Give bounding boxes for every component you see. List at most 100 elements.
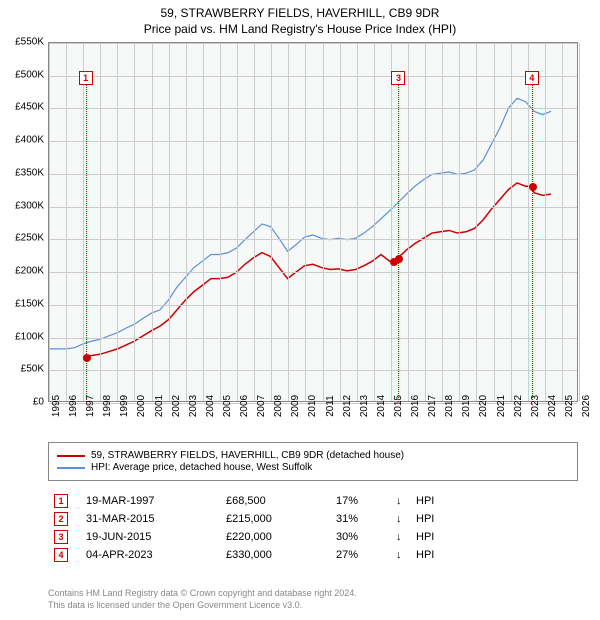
transaction-pct: 30% [336, 531, 396, 543]
transaction-price: £68,500 [226, 495, 336, 507]
sale-point [529, 183, 537, 191]
marker-vline [86, 85, 87, 402]
x-tick-label: 2002 [171, 395, 182, 417]
gridline-v [152, 43, 153, 401]
gridline-v [49, 43, 50, 401]
x-tick-label: 2014 [376, 395, 387, 417]
title-line-2: Price paid vs. HM Land Registry's House … [0, 22, 600, 36]
x-tick-label: 2007 [256, 395, 267, 417]
gridline-v [425, 43, 426, 401]
y-tick-label: £250K [0, 233, 44, 244]
y-tick-label: £500K [0, 69, 44, 80]
gridline-v [528, 43, 529, 401]
gridline-v [545, 43, 546, 401]
x-tick-label: 2013 [359, 395, 370, 417]
gridline-h [49, 207, 577, 208]
transaction-date: 31-MAR-2015 [86, 513, 226, 525]
x-tick-label: 2019 [461, 395, 472, 417]
gridline-h [49, 108, 577, 109]
gridline-v [66, 43, 67, 401]
down-arrow-icon: ↓ [396, 531, 416, 543]
gridline-v [288, 43, 289, 401]
marker-box: 3 [391, 71, 405, 85]
sale-point [83, 354, 91, 362]
title-block: 59, STRAWBERRY FIELDS, HAVERHILL, CB9 9D… [0, 0, 600, 36]
transaction-row: 119-MAR-1997£68,50017%↓HPI [48, 494, 578, 508]
marker-vline [398, 85, 399, 402]
footnote-line-2: This data is licensed under the Open Gov… [48, 600, 357, 612]
legend-label: HPI: Average price, detached house, West… [91, 462, 312, 473]
gridline-v [476, 43, 477, 401]
marker-box: 1 [79, 71, 93, 85]
x-tick-label: 2001 [154, 395, 165, 417]
gridline-v [203, 43, 204, 401]
y-tick-label: £150K [0, 298, 44, 309]
gridline-h [49, 272, 577, 273]
transaction-marker-num: 3 [54, 530, 68, 544]
x-tick-label: 1997 [85, 395, 96, 417]
footnote: Contains HM Land Registry data © Crown c… [48, 588, 357, 611]
x-tick-label: 2008 [273, 395, 284, 417]
legend-item: 59, STRAWBERRY FIELDS, HAVERHILL, CB9 9D… [57, 450, 569, 461]
x-tick-label: 2020 [478, 395, 489, 417]
gridline-v [340, 43, 341, 401]
x-tick-label: 2024 [547, 395, 558, 417]
gridline-h [49, 338, 577, 339]
legend-swatch [57, 467, 85, 469]
y-tick-label: £450K [0, 102, 44, 113]
transaction-marker-num: 4 [54, 548, 68, 562]
gridline-v [134, 43, 135, 401]
x-tick-label: 2005 [222, 395, 233, 417]
transaction-date: 04-APR-2023 [86, 549, 226, 561]
transaction-marker-num: 1 [54, 494, 68, 508]
chart-svg [49, 43, 577, 401]
gridline-v [323, 43, 324, 401]
gridline-v [117, 43, 118, 401]
legend-item: HPI: Average price, detached house, West… [57, 462, 569, 473]
transaction-price: £215,000 [226, 513, 336, 525]
chart-plot-area [48, 42, 578, 402]
transaction-table: 119-MAR-1997£68,50017%↓HPI231-MAR-2015£2… [48, 490, 578, 566]
gridline-v [494, 43, 495, 401]
transaction-date: 19-MAR-1997 [86, 495, 226, 507]
series-line-property [87, 183, 551, 357]
gridline-v [459, 43, 460, 401]
gridline-v [562, 43, 563, 401]
gridline-v [220, 43, 221, 401]
gridline-h [49, 370, 577, 371]
down-arrow-icon: ↓ [396, 495, 416, 507]
x-tick-label: 2026 [581, 395, 592, 417]
gridline-h [49, 43, 577, 44]
gridline-v [408, 43, 409, 401]
transaction-suffix: HPI [416, 531, 456, 543]
gridline-h [49, 76, 577, 77]
gridline-v [374, 43, 375, 401]
x-tick-label: 2018 [444, 395, 455, 417]
x-tick-label: 2016 [410, 395, 421, 417]
gridline-v [83, 43, 84, 401]
y-tick-label: £400K [0, 135, 44, 146]
gridline-v [237, 43, 238, 401]
gridline-v [442, 43, 443, 401]
marker-vline [532, 85, 533, 402]
x-tick-label: 2025 [564, 395, 575, 417]
x-tick-label: 2009 [290, 395, 301, 417]
gridline-v [169, 43, 170, 401]
gridline-v [391, 43, 392, 401]
gridline-v [271, 43, 272, 401]
gridline-h [49, 305, 577, 306]
x-tick-label: 2004 [205, 395, 216, 417]
legend-box: 59, STRAWBERRY FIELDS, HAVERHILL, CB9 9D… [48, 442, 578, 481]
gridline-v [186, 43, 187, 401]
gridline-v [579, 43, 580, 401]
y-tick-label: £0 [0, 397, 44, 408]
x-tick-label: 1998 [102, 395, 113, 417]
legend-label: 59, STRAWBERRY FIELDS, HAVERHILL, CB9 9D… [91, 450, 404, 461]
gridline-v [254, 43, 255, 401]
gridline-h [49, 239, 577, 240]
x-tick-label: 1996 [68, 395, 79, 417]
marker-box: 4 [525, 71, 539, 85]
x-tick-label: 1999 [119, 395, 130, 417]
x-tick-label: 2010 [307, 395, 318, 417]
y-tick-label: £350K [0, 167, 44, 178]
